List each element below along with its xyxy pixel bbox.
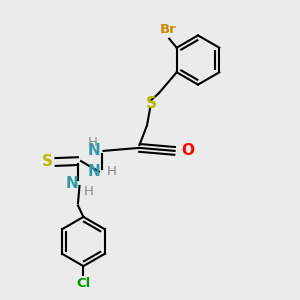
Text: S: S [41, 154, 52, 169]
Text: S: S [146, 96, 156, 111]
Text: H: H [88, 136, 98, 148]
Text: Cl: Cl [76, 277, 91, 290]
Text: N: N [88, 164, 100, 179]
Text: N: N [65, 176, 78, 190]
Text: Br: Br [159, 23, 176, 36]
Text: H: H [84, 185, 94, 198]
Text: N: N [88, 143, 100, 158]
Text: O: O [182, 143, 194, 158]
Text: H: H [106, 165, 116, 178]
